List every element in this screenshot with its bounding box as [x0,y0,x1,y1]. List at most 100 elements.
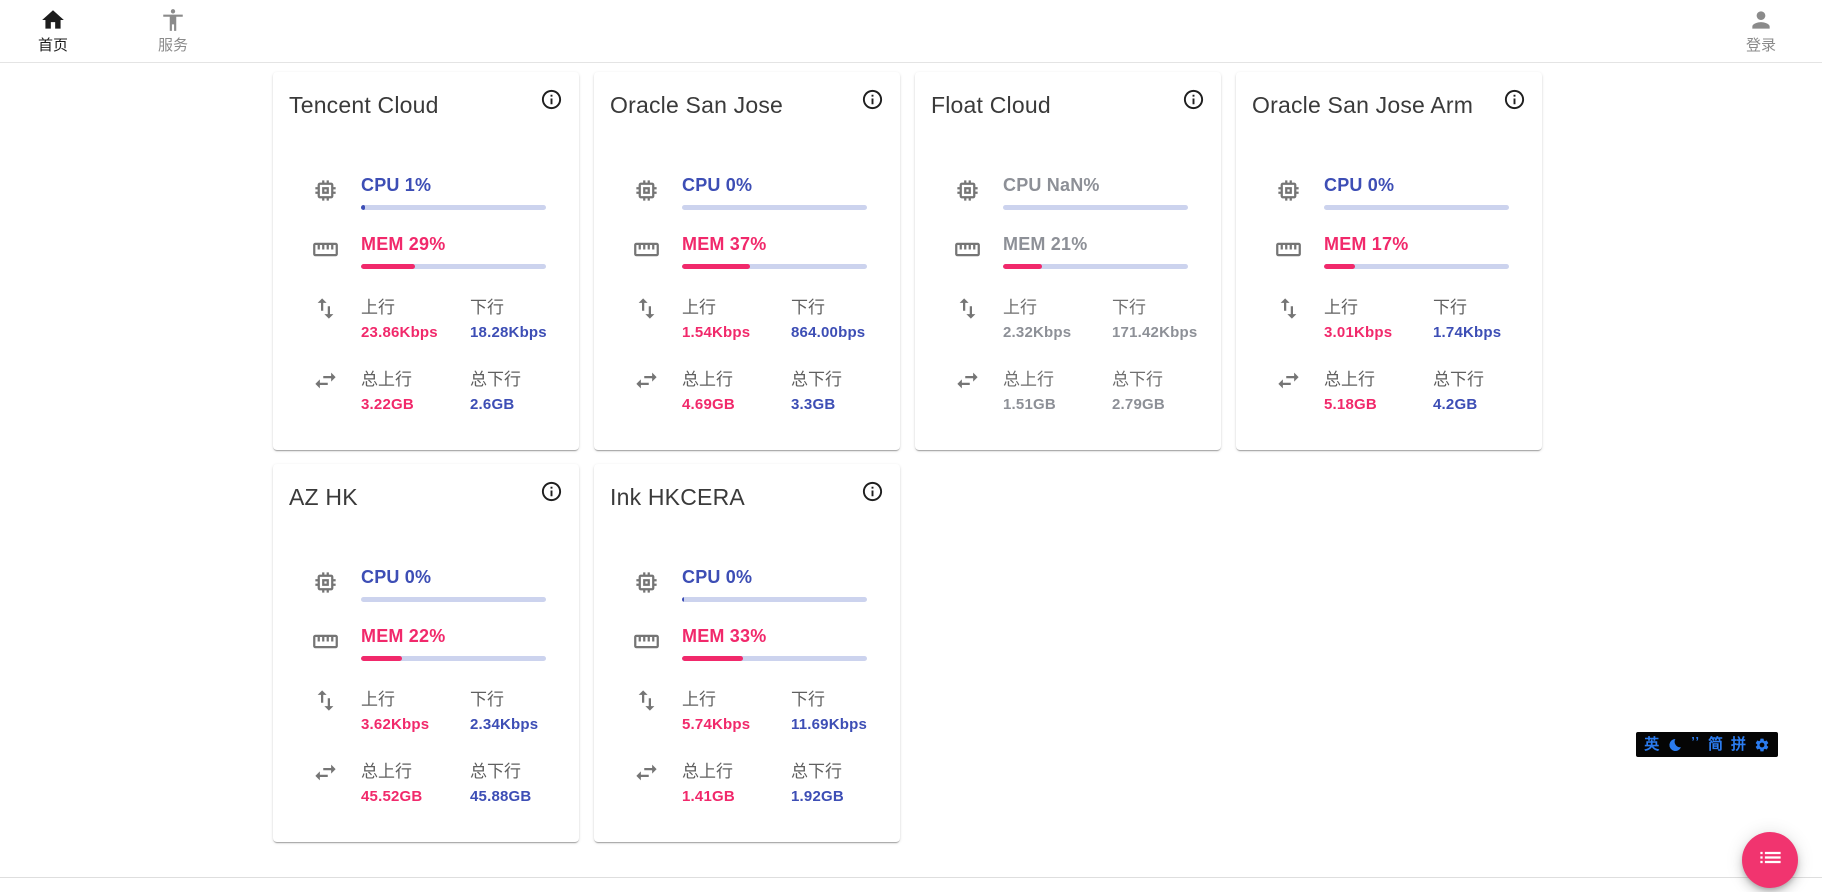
total-upload-label: 总上行 [682,370,733,389]
total-row: 总上行 1.51GB 总下行 2.79GB [931,365,1205,413]
accessibility-icon [160,7,186,33]
ime-lang-label[interactable]: 英 [1644,736,1660,753]
upload-speed: 1.54Kbps [682,324,751,341]
total-download-label: 总下行 [1112,370,1163,389]
nav-login-label: 登录 [1745,37,1776,54]
updown-arrows-icon [954,295,981,322]
mem-progress-bar [1324,264,1509,269]
server-card-float-cloud: Float Cloud CPU NaN% MEM 21% [915,72,1221,450]
ime-quotes-label[interactable]: ’’ [1691,734,1700,749]
upload-speed: 23.86Kbps [361,324,438,341]
cpu-chip-icon [312,569,339,596]
server-list-fab[interactable] [1742,832,1798,888]
upload-speed: 5.74Kbps [682,716,751,733]
memory-ruler-icon [1275,236,1302,263]
total-upload-label: 总上行 [1003,370,1054,389]
download-label: 下行 [1433,298,1467,317]
total-upload-label: 总上行 [1324,370,1375,389]
info-icon[interactable] [861,88,884,111]
cpu-chip-icon [633,569,660,596]
mem-usage-label: MEM 37% [682,234,767,254]
ime-simplified-label[interactable]: 简 [1707,736,1723,753]
total-upload-label: 总上行 [361,370,412,389]
info-icon[interactable] [540,480,563,503]
cpu-progress-bar [682,597,867,602]
speed-row: 上行 3.62Kbps 下行 2.34Kbps [289,685,563,733]
total-row: 总上行 1.41GB 总下行 1.92GB [610,757,884,805]
total-upload: 45.52GB [361,788,423,805]
cpu-progress-bar [682,205,867,210]
info-icon[interactable] [861,480,884,503]
total-upload-label: 总上行 [682,762,733,781]
total-row: 总上行 5.18GB 总下行 4.2GB [1252,365,1526,413]
server-card-oracle-san-jose: Oracle San Jose CPU 0% MEM 37% [594,72,900,450]
memory-ruler-icon [954,236,981,263]
total-download: 3.3GB [791,396,836,413]
total-download-label: 总下行 [470,762,521,781]
nav-services-label: 服务 [158,37,189,54]
total-row: 总上行 45.52GB 总下行 45.88GB [289,757,563,805]
download-label: 下行 [791,690,825,709]
upload-speed: 3.01Kbps [1324,324,1393,341]
updown-arrows-icon [1275,295,1302,322]
swap-horiz-icon [633,367,660,394]
cpu-row: CPU 0% [610,175,884,210]
gear-icon[interactable] [1754,737,1770,753]
swap-horiz-icon [633,759,660,786]
swap-horiz-icon [312,367,339,394]
total-download-label: 总下行 [791,762,842,781]
cpu-progress-bar [1003,205,1188,210]
cpu-row: CPU 0% [289,567,563,602]
nav-item-services[interactable]: 服务 [158,7,188,55]
total-download: 4.2GB [1433,396,1478,413]
server-card-az-hk: AZ HK CPU 0% MEM 22% [273,464,579,842]
server-name: Oracle San Jose [610,92,784,118]
mem-row: MEM 21% [931,234,1205,269]
cpu-chip-icon [312,177,339,204]
total-row: 总上行 4.69GB 总下行 3.3GB [610,365,884,413]
mem-progress-bar [682,264,867,269]
server-name: AZ HK [289,484,358,510]
info-icon[interactable] [1182,88,1205,111]
mem-row: MEM 29% [289,234,563,269]
upload-label: 上行 [361,298,395,317]
mem-row: MEM 22% [289,626,563,661]
nav-right: 登录 [1746,7,1776,55]
mem-usage-label: MEM 17% [1324,234,1409,254]
nav-item-home[interactable]: 首页 [38,7,68,55]
footer-divider [0,877,1822,878]
memory-ruler-icon [312,236,339,263]
nav-left: 首页 服务 [38,7,188,55]
cpu-row: CPU 0% [1252,175,1526,210]
download-speed: 11.69Kbps [791,716,868,733]
server-name: Ink HKCERA [610,484,745,510]
nav-item-login[interactable]: 登录 [1746,7,1776,55]
ime-toolbar[interactable]: 英 ’’ 简 拼 [1636,732,1778,757]
mem-progress-bar [361,656,546,661]
nav-home-label: 首页 [38,37,69,54]
info-icon[interactable] [540,88,563,111]
upload-label: 上行 [1003,298,1037,317]
cpu-progress-bar [361,205,546,210]
server-cards-grid: Tencent Cloud CPU 1% MEM 29% [273,72,1545,842]
total-download-label: 总下行 [791,370,842,389]
speed-row: 上行 3.01Kbps 下行 1.74Kbps [1252,293,1526,341]
mem-usage-label: MEM 21% [1003,234,1088,254]
upload-speed: 3.62Kbps [361,716,430,733]
total-download-label: 总下行 [1433,370,1484,389]
server-name: Oracle San Jose Arm [1252,92,1474,118]
total-download: 2.6GB [470,396,515,413]
upload-label: 上行 [361,690,395,709]
ime-pinyin-label[interactable]: 拼 [1730,736,1746,753]
mem-progress-bar [361,264,546,269]
updown-arrows-icon [312,295,339,322]
cpu-usage-label: CPU 0% [1324,175,1395,195]
download-label: 下行 [1112,298,1146,317]
server-card-ink-hkcera: Ink HKCERA CPU 0% MEM 33% [594,464,900,842]
moon-icon[interactable] [1667,737,1683,753]
info-icon[interactable] [1503,88,1526,111]
cpu-usage-label: CPU 0% [682,567,753,587]
download-speed: 1.74Kbps [1433,324,1502,341]
download-label: 下行 [470,298,504,317]
total-upload: 5.18GB [1324,396,1377,413]
